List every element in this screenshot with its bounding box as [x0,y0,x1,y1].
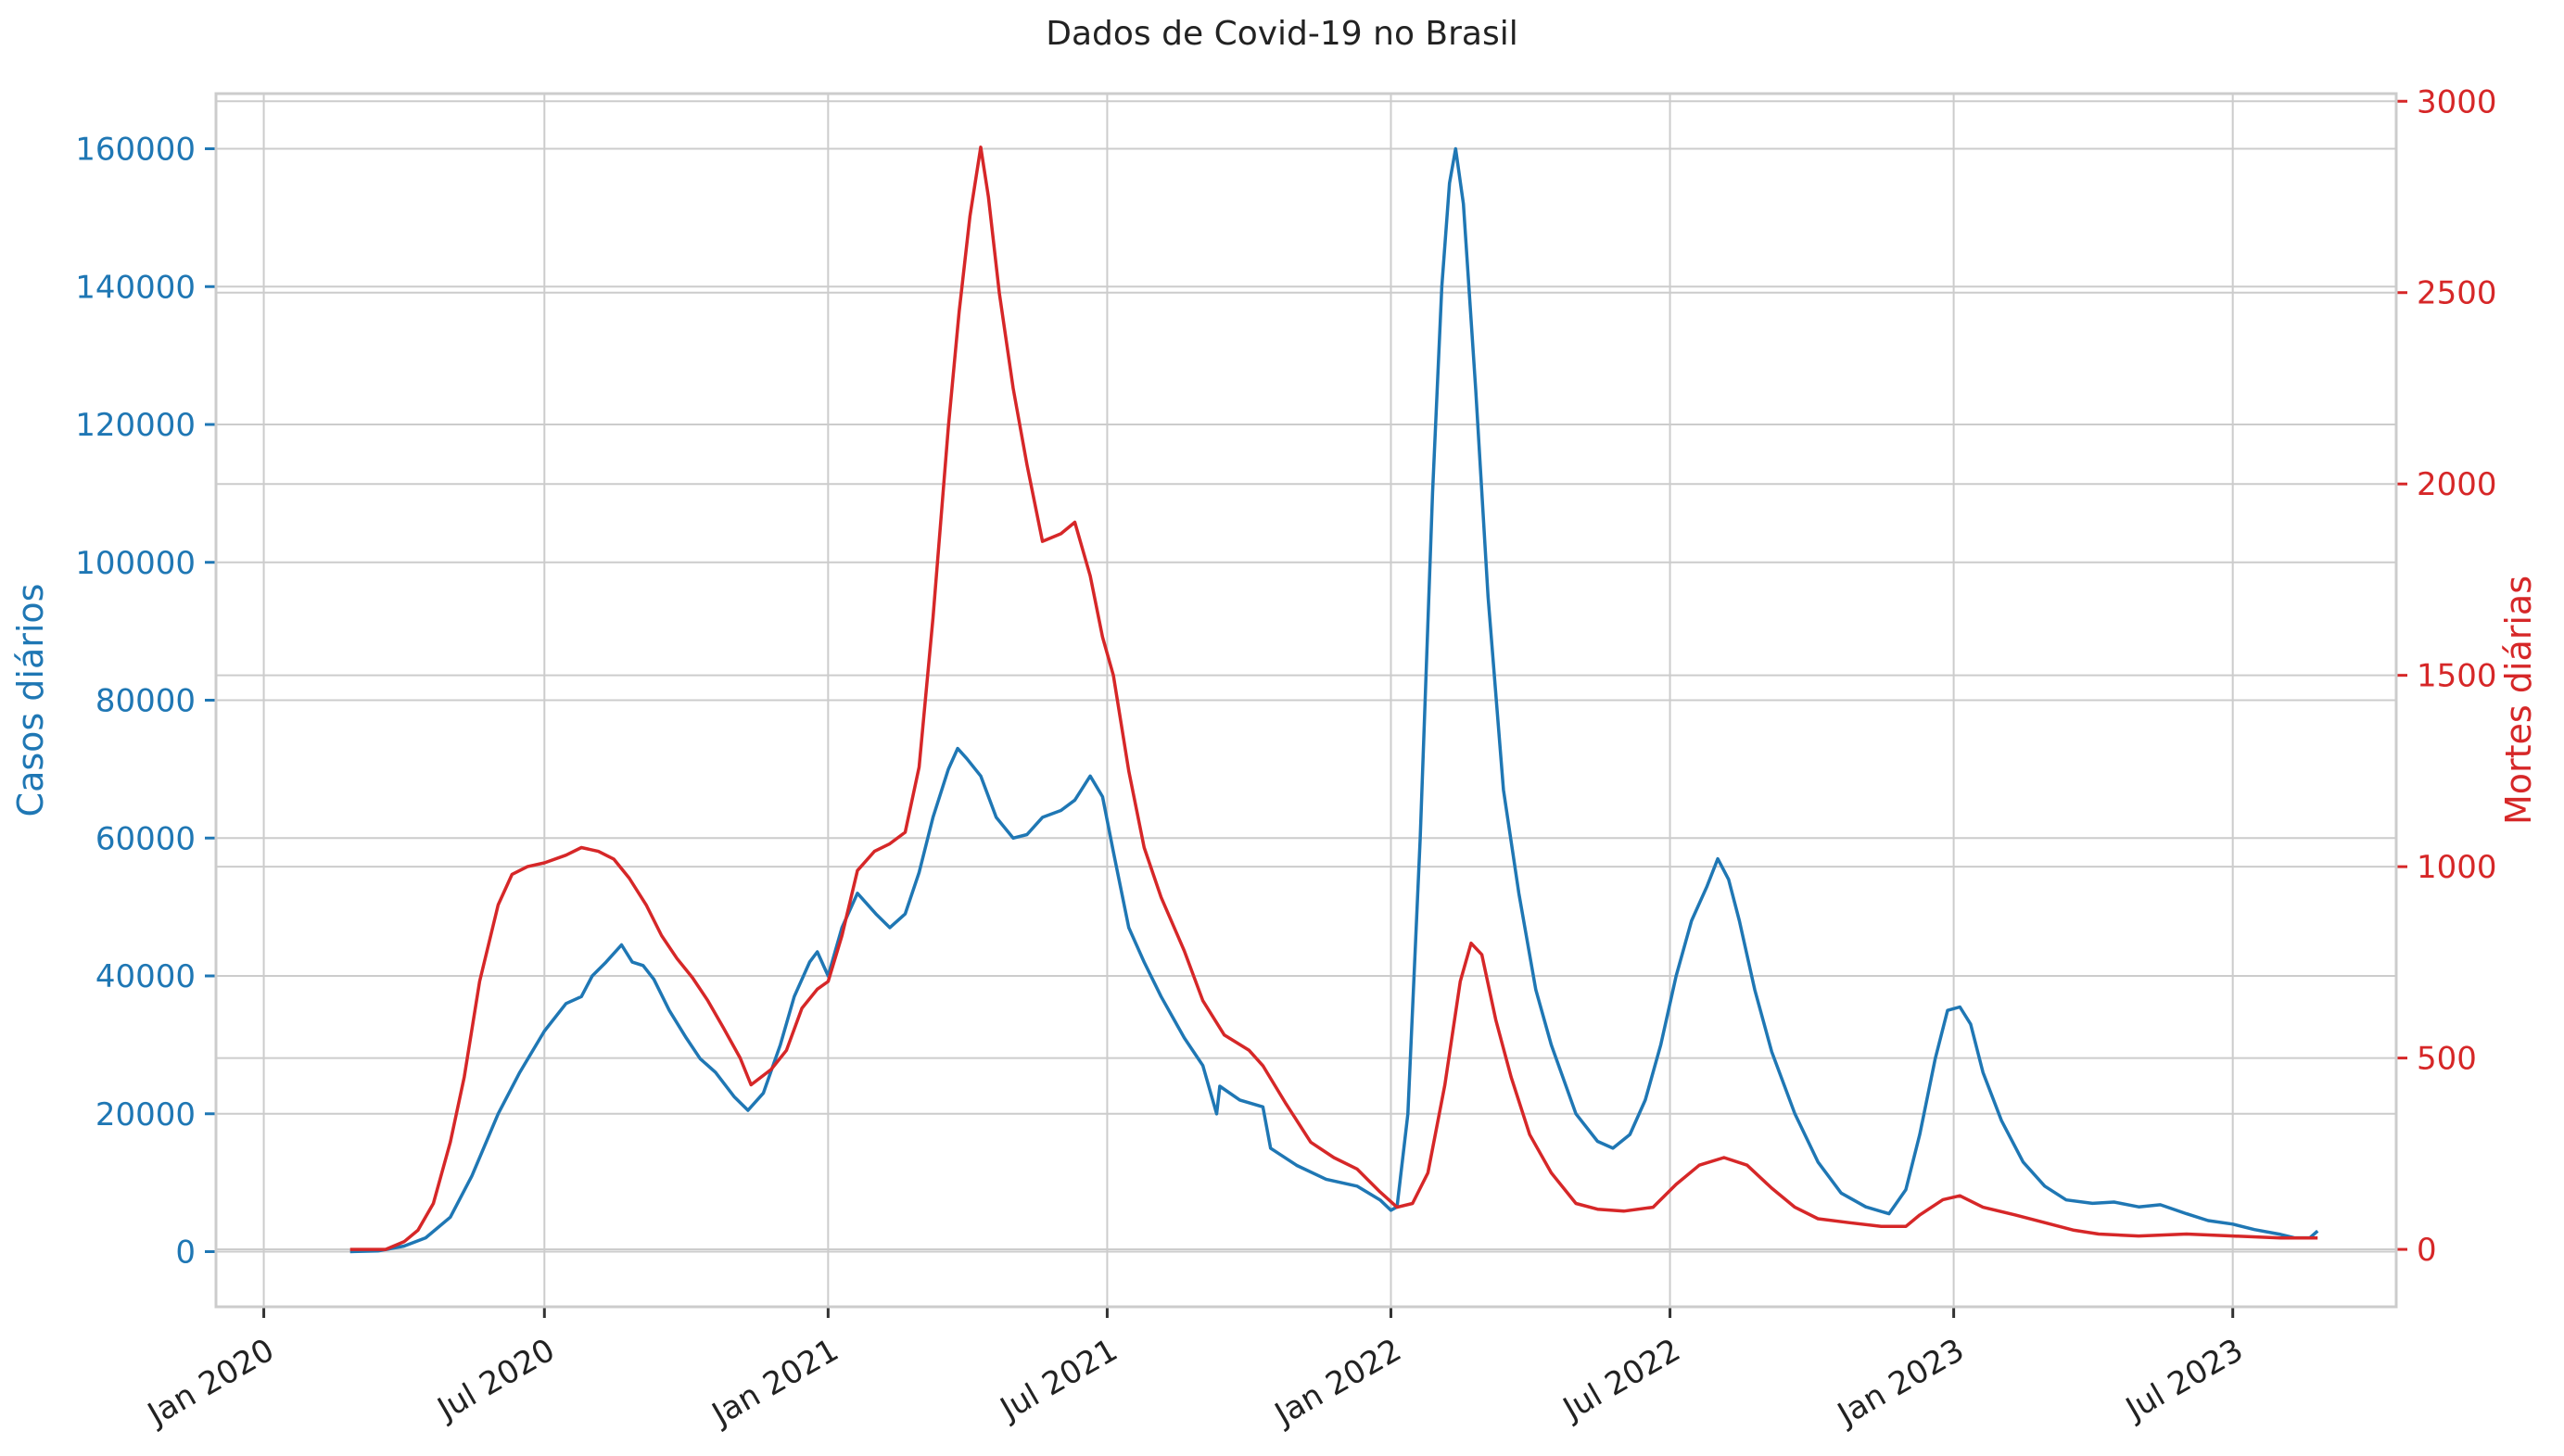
y-right-tick-label: 500 [2417,1041,2477,1078]
y-left-tick-label: 20000 [95,1096,196,1133]
x-tick-label: Jan 2020 [140,1332,280,1435]
y-left-tick-label: 100000 [75,545,196,582]
deaths-line [349,146,2318,1251]
x-tick-label: Jul 2023 [2118,1332,2250,1429]
y-axis-label-left: Casos diários [10,584,51,817]
y-left-tick-label: 140000 [75,269,196,306]
y-left-tick-label: 160000 [75,132,196,169]
x-tick-label: Jan 2022 [1267,1332,1407,1435]
y-right-tick-label: 2500 [2417,275,2497,312]
x-tick-label: Jan 2023 [1830,1332,1970,1435]
y-left-tick-label: 40000 [95,958,196,995]
series-layer [349,146,2319,1254]
chart-title: Dados de Covid-19 no Brasil [1046,15,1517,53]
plot-frame [214,92,2398,1309]
grid [216,94,2396,1307]
cases-line [349,146,2319,1254]
x-tick-label: Jan 2021 [704,1332,844,1435]
y-left-tick-label: 120000 [75,407,196,444]
y-right-tick-label: 2000 [2417,466,2497,503]
y-left-tick-label: 80000 [95,683,196,720]
y-right-tick-label: 1000 [2417,849,2497,886]
y-axis-label-right: Mortes diárias [2498,576,2539,825]
x-tick-label: Jul 2021 [993,1332,1124,1429]
y-left-tick-label: 60000 [95,820,196,857]
x-tick-label: Jul 2022 [1555,1332,1687,1429]
x-tick-label: Jul 2020 [430,1332,562,1429]
y-right-tick-label: 3000 [2417,83,2497,120]
y-right-tick-label: 0 [2417,1232,2437,1269]
y-right-tick-label: 1500 [2417,658,2497,695]
y-left-tick-label: 0 [175,1234,196,1272]
